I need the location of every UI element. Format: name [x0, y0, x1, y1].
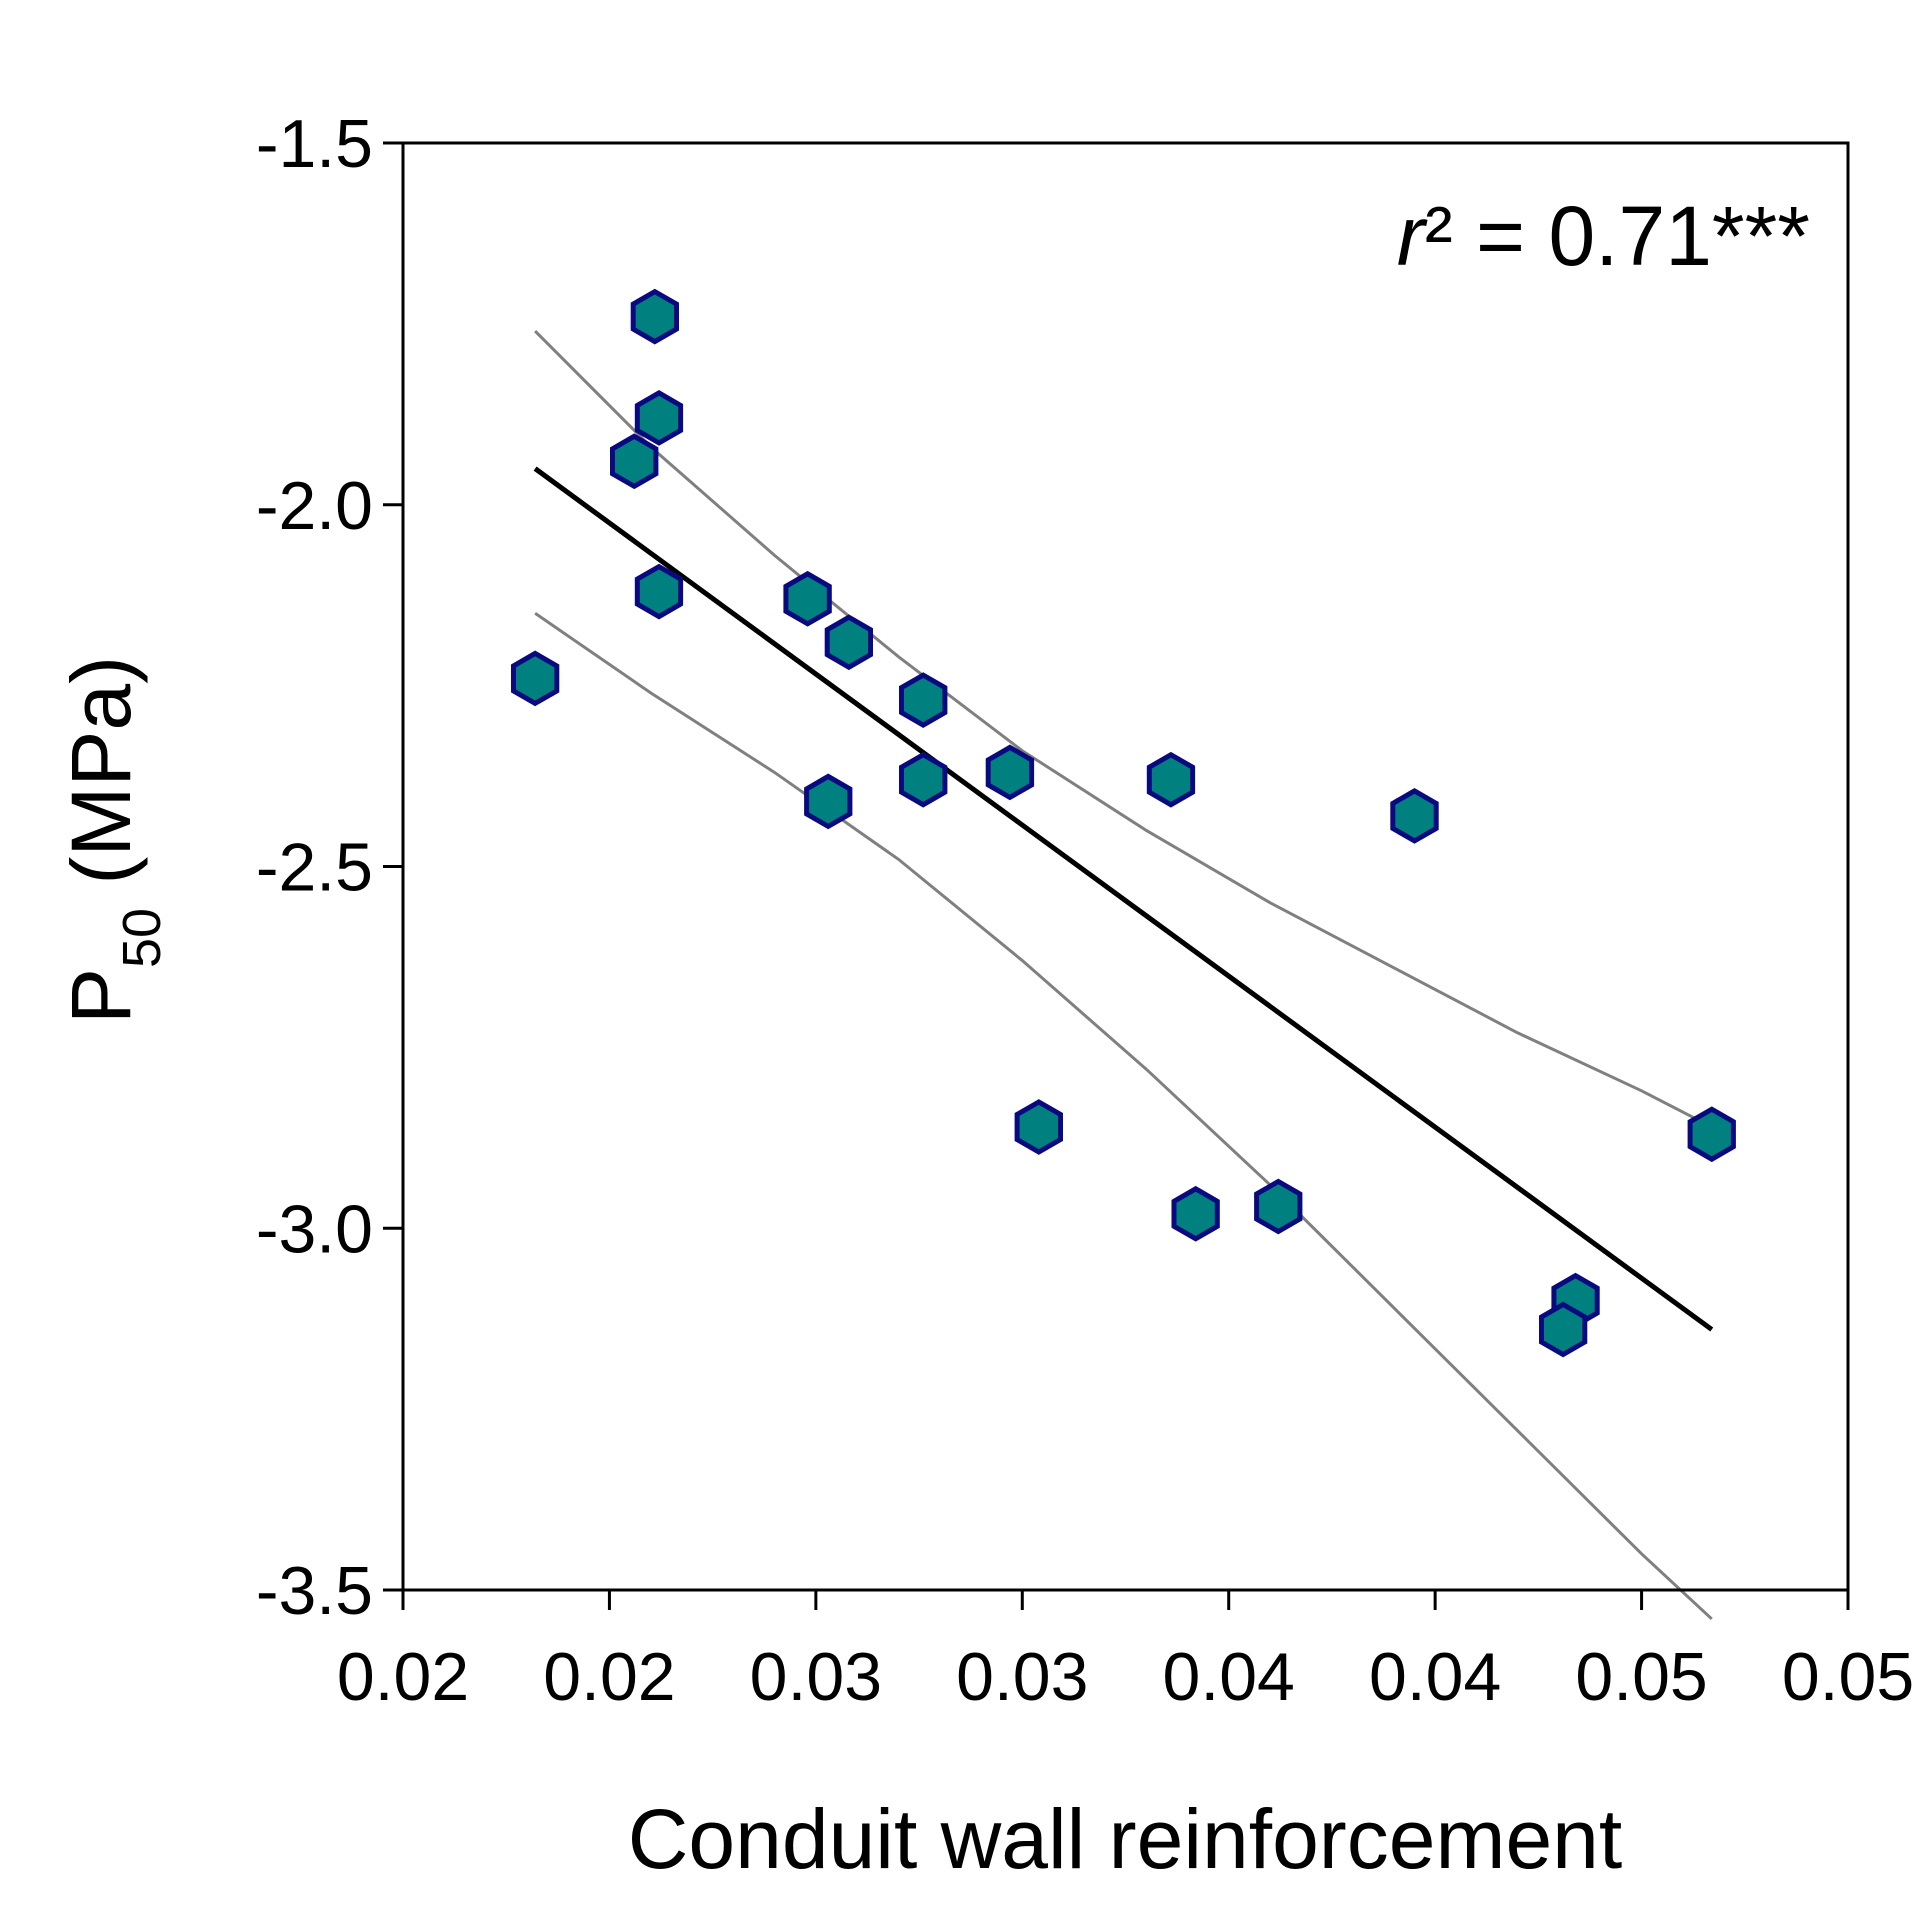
plot-frame — [401, 141, 1850, 1592]
regression-line — [533, 466, 1714, 1332]
x-tick-label: 0.02 — [337, 1639, 469, 1715]
data-point — [511, 650, 560, 707]
data-point — [783, 570, 832, 627]
y-tick-label: -2.5 — [256, 830, 373, 906]
data-point — [824, 614, 873, 671]
data-point — [1146, 751, 1196, 808]
x-tick-label: 0.04 — [1163, 1639, 1295, 1715]
data-point — [1390, 788, 1439, 844]
data-point — [804, 773, 853, 830]
x-tick-label: 0.03 — [750, 1639, 882, 1715]
x-tick-label: 0.03 — [956, 1639, 1088, 1715]
x-axis-title: Conduit wall reinforcement — [628, 1792, 1622, 1886]
data-point — [1171, 1185, 1220, 1242]
y-tick-label: -1.5 — [256, 106, 373, 182]
data-point — [634, 563, 684, 620]
data-point — [899, 751, 948, 808]
data-point — [610, 433, 659, 490]
r-squared-annotation: r² = 0.71*** — [1397, 189, 1810, 283]
x-tick-label: 0.04 — [1369, 1639, 1501, 1715]
x-tick-label: 0.02 — [543, 1639, 675, 1715]
data-point — [1687, 1106, 1736, 1163]
data-point — [985, 744, 1035, 801]
x-tick-label: 0.05 — [1575, 1639, 1707, 1715]
ci-lower-line — [534, 612, 1713, 1621]
data-point — [1254, 1178, 1303, 1235]
data-point — [634, 390, 684, 446]
data-point — [1014, 1099, 1063, 1155]
y-tick-label: -3.5 — [256, 1553, 373, 1629]
y-tick-label: -3.0 — [256, 1191, 373, 1267]
confidence-bands — [534, 330, 1713, 1621]
data-points — [511, 288, 1736, 1358]
data-point — [1539, 1301, 1588, 1358]
data-point — [630, 288, 679, 345]
regression-line-group — [533, 466, 1714, 1332]
axes: -1.5 -2.0 -2.5 -3.0 -3.5 0.02 0.02 0.03 0.03 0.04… — [256, 106, 1914, 1715]
y-tick-label: -2.0 — [256, 468, 373, 544]
ci-upper-line — [534, 330, 1713, 1129]
x-tick-label: 0.05 — [1782, 1639, 1914, 1715]
y-axis-title: P50 (MPa) — [54, 656, 172, 1024]
data-point — [899, 672, 948, 728]
